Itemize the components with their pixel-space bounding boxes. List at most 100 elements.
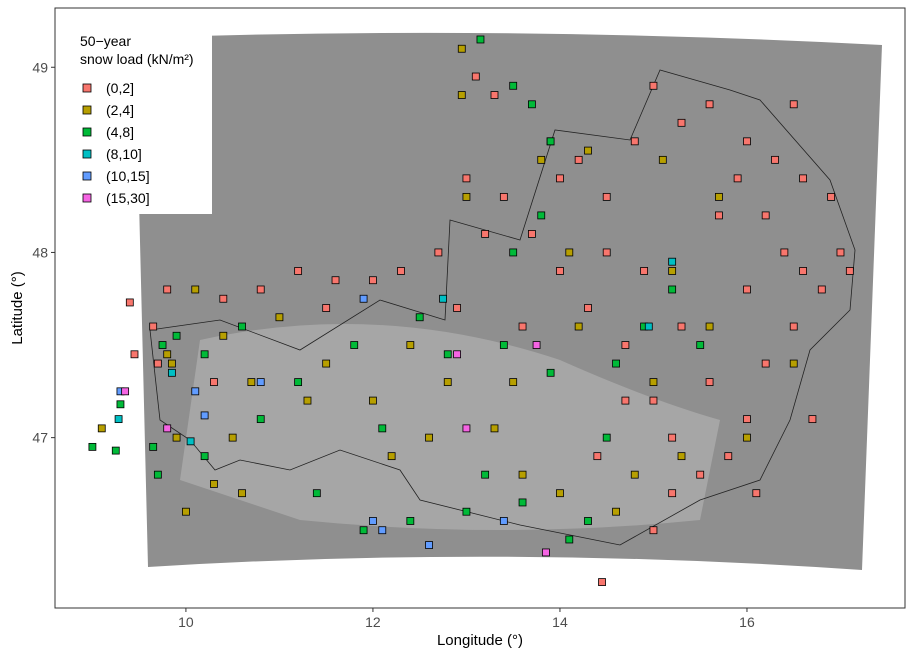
station-point <box>360 527 367 534</box>
station-point <box>762 360 769 367</box>
station-point <box>734 175 741 182</box>
station-point <box>304 397 311 404</box>
station-point <box>743 286 750 293</box>
station-point <box>790 323 797 330</box>
station-point <box>332 277 339 284</box>
x-tick-label: 12 <box>365 614 381 630</box>
station-point <box>650 527 657 534</box>
station-point <box>585 305 592 312</box>
station-point <box>631 138 638 145</box>
station-point <box>126 299 133 306</box>
station-point <box>697 471 704 478</box>
station-point <box>313 490 320 497</box>
station-point <box>168 360 175 367</box>
station-point <box>491 425 498 432</box>
station-point <box>117 401 124 408</box>
station-point <box>650 379 657 386</box>
legend-title: snow load (kN/m²) <box>80 51 194 67</box>
legend-label: (10,15] <box>106 168 150 184</box>
station-point <box>669 490 676 497</box>
station-point <box>790 360 797 367</box>
station-point <box>89 443 96 450</box>
station-point <box>454 351 461 358</box>
station-point <box>818 286 825 293</box>
station-point <box>650 397 657 404</box>
station-point <box>538 156 545 163</box>
station-point <box>500 193 507 200</box>
y-tick-label: 47 <box>32 430 48 446</box>
station-point <box>164 286 171 293</box>
station-point <box>150 443 157 450</box>
station-point <box>715 212 722 219</box>
station-point <box>122 388 129 395</box>
station-point <box>575 156 582 163</box>
station-point <box>220 332 227 339</box>
station-point <box>173 434 180 441</box>
station-point <box>753 490 760 497</box>
station-point <box>669 258 676 265</box>
x-tick-label: 14 <box>552 614 568 630</box>
legend-label: (15,30] <box>106 190 150 206</box>
station-point <box>762 212 769 219</box>
station-point <box>603 434 610 441</box>
station-point <box>519 323 526 330</box>
station-point <box>781 249 788 256</box>
station-point <box>631 471 638 478</box>
station-point <box>426 542 433 549</box>
station-point <box>669 434 676 441</box>
legend-key <box>83 150 91 158</box>
station-point <box>585 147 592 154</box>
station-point <box>323 360 330 367</box>
station-point <box>650 82 657 89</box>
station-point <box>192 388 199 395</box>
station-point <box>510 379 517 386</box>
station-point <box>697 342 704 349</box>
station-point <box>669 286 676 293</box>
station-point <box>547 138 554 145</box>
station-point <box>706 379 713 386</box>
station-point <box>528 230 535 237</box>
station-point <box>257 379 264 386</box>
station-point <box>678 119 685 126</box>
station-point <box>743 416 750 423</box>
legend-label: (0,2] <box>106 80 134 96</box>
station-point <box>426 434 433 441</box>
station-point <box>154 471 161 478</box>
station-point <box>220 295 227 302</box>
station-point <box>98 425 105 432</box>
station-point <box>463 193 470 200</box>
station-point <box>599 579 606 586</box>
station-point <box>659 156 666 163</box>
station-point <box>837 249 844 256</box>
station-point <box>603 249 610 256</box>
station-point <box>622 397 629 404</box>
station-point <box>594 453 601 460</box>
station-point <box>131 351 138 358</box>
station-point <box>192 286 199 293</box>
station-point <box>168 369 175 376</box>
station-point <box>257 416 264 423</box>
station-point <box>276 314 283 321</box>
station-point <box>519 499 526 506</box>
station-point <box>369 517 376 524</box>
station-point <box>715 193 722 200</box>
station-point <box>542 549 549 556</box>
station-point <box>187 438 194 445</box>
station-point <box>369 277 376 284</box>
station-point <box>743 434 750 441</box>
station-point <box>622 342 629 349</box>
station-point <box>239 323 246 330</box>
station-point <box>201 412 208 419</box>
station-point <box>556 490 563 497</box>
station-point <box>463 175 470 182</box>
station-point <box>800 267 807 274</box>
station-point <box>229 434 236 441</box>
legend-label: (8,10] <box>106 146 142 162</box>
station-point <box>547 369 554 376</box>
station-point <box>360 295 367 302</box>
station-point <box>295 379 302 386</box>
station-point <box>323 305 330 312</box>
legend-key <box>83 194 91 202</box>
station-point <box>173 332 180 339</box>
station-point <box>510 82 517 89</box>
